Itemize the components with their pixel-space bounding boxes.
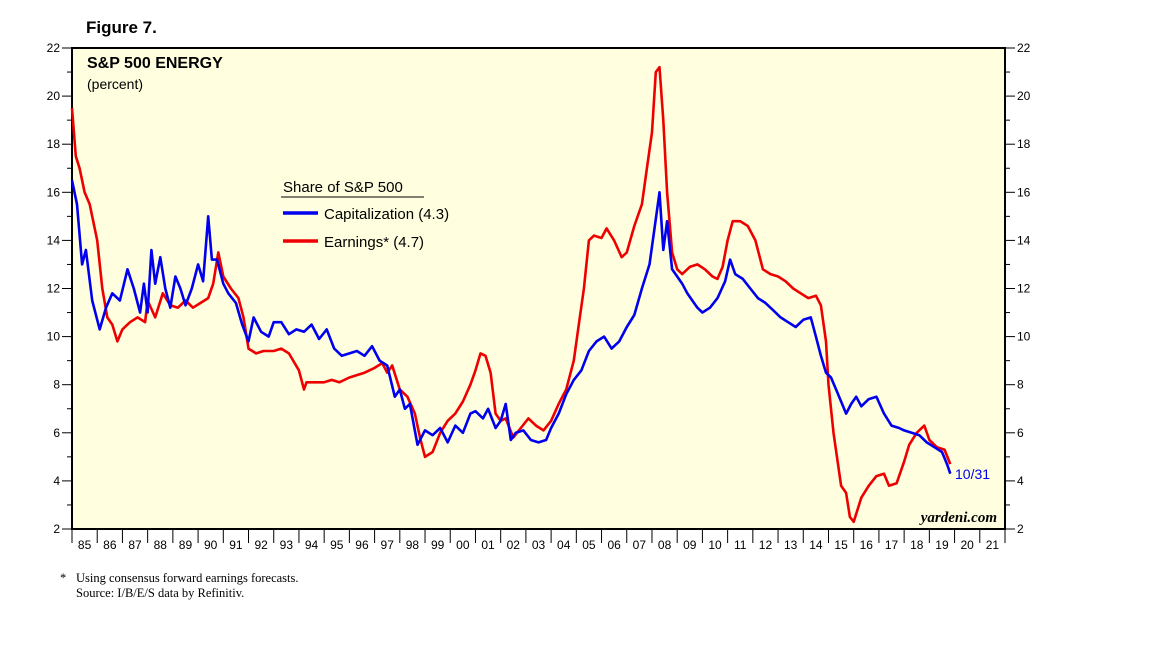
x-tick-label: 11 [734,538,747,552]
footnote-line-1: Using consensus forward earnings forecas… [76,571,299,585]
y-tick-label-right: 10 [1017,330,1031,344]
footnote: * Using consensus forward earnings foreca… [60,571,299,601]
chart-subtitle: (percent) [87,76,143,92]
x-tick-label: 16 [860,538,874,552]
x-tick-label: 93 [280,538,294,552]
x-tick-label: 14 [809,538,823,552]
legend: Share of S&P 500 Capitalization (4.3) Ea… [281,179,449,251]
watermark: yardeni.com [919,510,997,526]
y-axis-left-labels: 2 4 6 8 10 12 14 16 18 20 22 [47,41,61,536]
end-annotation: 10/31 [955,466,990,482]
y-tick-label-right: 22 [1017,41,1031,55]
y-tick-label-left: 8 [53,378,60,392]
y-tick-label-right: 4 [1017,474,1024,488]
x-tick-label: 88 [154,538,168,552]
x-tick-label: 99 [431,538,445,552]
series-line-earnings [70,65,952,524]
x-tick-label: 90 [204,538,218,552]
legend-label-earnings: Earnings* (4.7) [324,234,424,251]
x-tick-label: 10 [708,538,722,552]
x-tick-label: 85 [78,538,92,552]
x-tick-label: 00 [456,538,470,552]
x-tick-label: 15 [834,538,848,552]
x-axis-labels: 85 86 87 88 89 90 91 92 93 94 95 96 97 98 99 00 01 02 03 04… [78,538,999,552]
x-tick-label: 09 [683,538,697,552]
y-tick-label-left: 20 [47,89,61,103]
x-tick-label: 01 [481,538,495,552]
x-tick-label: 08 [658,538,672,552]
figure-label: Figure 7. [86,18,157,37]
x-tick-label: 97 [381,538,395,552]
x-tick-label: 21 [986,538,1000,552]
y-tick-label-left: 10 [47,330,61,344]
x-tick-label: 12 [759,538,773,552]
x-tick-label: 20 [960,538,974,552]
x-tick-label: 02 [507,538,521,552]
x-tick-label: 86 [103,538,117,552]
x-tick-label: 87 [128,538,142,552]
y-tick-label-right: 12 [1017,282,1031,296]
series-line-capitalization [70,180,952,475]
x-tick-label: 96 [355,538,369,552]
y-tick-label-left: 18 [47,137,61,151]
x-tick-label: 95 [330,538,344,552]
y-tick-label-left: 4 [53,474,60,488]
x-tick-label: 13 [784,538,798,552]
x-tick-label: 89 [179,538,193,552]
x-tick-label: 94 [305,538,319,552]
y-tick-label-left: 2 [53,522,60,536]
y-axis-right-labels: 2 4 6 8 10 12 14 16 18 20 22 [1017,41,1031,536]
footnote-marker: * [60,571,67,585]
y-tick-label-left: 16 [47,185,61,199]
y-tick-label-right: 18 [1017,137,1031,151]
legend-label-capitalization: Capitalization (4.3) [324,206,449,223]
y-tick-label-left: 22 [47,41,61,55]
x-tick-label: 98 [406,538,420,552]
x-tick-label: 05 [582,538,596,552]
y-tick-label-right: 16 [1017,185,1031,199]
y-tick-label-left: 14 [47,233,61,247]
y-tick-label-right: 2 [1017,522,1024,536]
x-tick-label: 18 [910,538,924,552]
y-tick-label-right: 20 [1017,89,1031,103]
x-tick-label: 04 [557,538,571,552]
x-tick-label: 19 [935,538,949,552]
chart-title: S&P 500 ENERGY [87,55,223,72]
y-tick-label-left: 12 [47,282,61,296]
x-tick-label: 07 [633,538,647,552]
x-tick-label: 17 [885,538,899,552]
legend-title: Share of S&P 500 [283,179,403,196]
axis-ticks [62,47,1015,543]
y-tick-label-right: 6 [1017,426,1024,440]
x-tick-label: 03 [532,538,546,552]
x-tick-label: 91 [229,538,243,552]
x-tick-label: 92 [254,538,268,552]
y-tick-label-left: 6 [53,426,60,440]
y-tick-label-right: 14 [1017,233,1031,247]
footnote-line-2: Source: I/B/E/S data by Refinitiv. [76,586,245,600]
y-tick-label-right: 8 [1017,378,1024,392]
x-tick-label: 06 [607,538,621,552]
